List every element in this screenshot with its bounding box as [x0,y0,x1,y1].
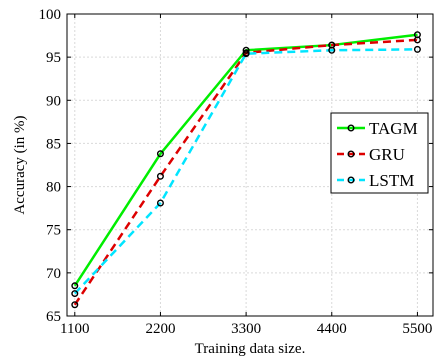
legend-label-lstm: LSTM [369,171,414,190]
legend: TAGM GRU LSTM [330,112,429,194]
y-tick-label: 95 [46,50,61,66]
axis-ticks [67,13,433,317]
x-tick-label: 3300 [231,321,261,337]
x-tick-label: 5500 [402,321,432,337]
x-tick-label: 2200 [145,321,175,337]
data-point-tagm [71,282,79,290]
data-point-gru [413,36,421,44]
x-axis-label: Training data size. [195,341,306,357]
series-line-lstm [73,48,418,295]
plot-frame [66,13,434,317]
x-tick-labels: 1100 2200 3300 4400 5500 [60,321,432,337]
x-tick-label: 1100 [60,321,89,337]
data-point-lstm [242,50,250,58]
y-tick-label: 85 [46,136,61,152]
y-tick-labels: 65 70 75 80 85 90 95 100 [39,7,62,325]
y-tick-label: 70 [46,266,61,282]
legend-marker-gru [347,150,355,158]
y-tick-label: 100 [39,7,62,23]
data-point-lstm [156,199,164,207]
data-point-gru [156,172,164,180]
legend-marker-tagm [347,124,355,132]
data-point-gru [71,301,79,309]
y-tick-label: 90 [46,93,61,109]
y-tick-label: 65 [46,309,61,325]
data-point-lstm [328,46,336,54]
legend-label-gru: GRU [369,145,405,164]
series-markers [71,31,421,309]
data-point-lstm [413,45,421,53]
x-tick-label: 4400 [317,321,347,337]
legend-label-tagm: TAGM [369,119,418,138]
y-tick-label: 80 [46,180,61,196]
y-axis-label: Accuracy (in %) [12,115,28,214]
legend-box [330,112,429,194]
legend-marker-lstm [347,176,355,184]
data-point-tagm [242,46,250,54]
data-point-tagm [156,150,164,158]
y-tick-label: 75 [46,223,61,239]
data-point-lstm [71,290,79,298]
